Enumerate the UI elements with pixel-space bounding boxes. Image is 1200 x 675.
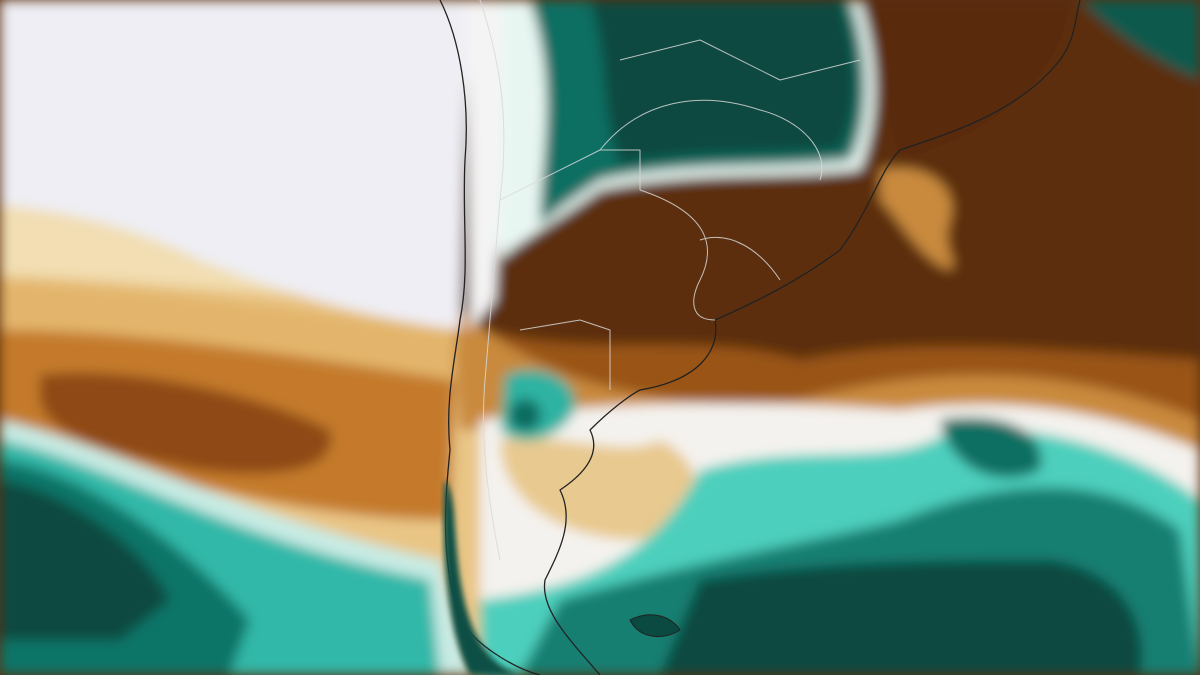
borders xyxy=(479,0,861,561)
darkest-teal-area xyxy=(0,480,170,640)
andes-strip xyxy=(465,0,503,330)
dark-green-area xyxy=(590,0,855,165)
tan-patch xyxy=(500,437,697,540)
dry-white-area xyxy=(0,0,470,330)
darkest-teal-swirl xyxy=(660,560,1142,675)
dark-brown-area xyxy=(870,0,1070,160)
atlantic-coastline xyxy=(543,0,1081,675)
brown-blob-left xyxy=(40,372,332,474)
chile-fjords xyxy=(443,480,520,675)
tan-tongue xyxy=(880,168,953,270)
green-corner xyxy=(1080,0,1200,80)
islands xyxy=(629,614,681,638)
teal-core xyxy=(509,399,541,431)
teal-eddy xyxy=(940,417,1042,478)
